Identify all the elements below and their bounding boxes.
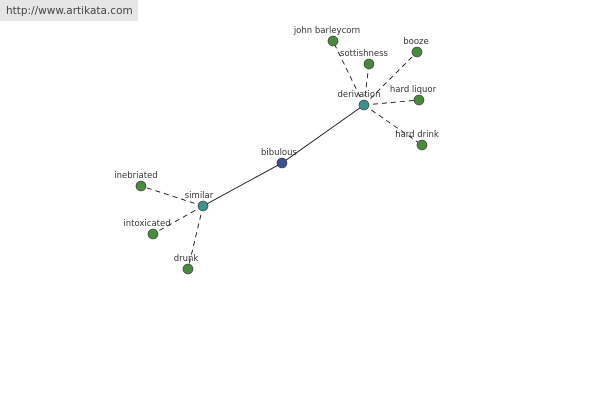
- node-label[interactable]: hard liquor: [390, 85, 437, 95]
- node[interactable]: [276, 157, 288, 169]
- node[interactable]: [416, 139, 428, 151]
- node-label[interactable]: intoxicated: [123, 219, 170, 229]
- node-label[interactable]: bibulous: [261, 148, 297, 158]
- edges: [140, 40, 423, 270]
- node[interactable]: [147, 228, 159, 240]
- node[interactable]: [197, 200, 209, 212]
- edge: [152, 205, 204, 235]
- node[interactable]: [363, 58, 375, 70]
- edge: [363, 104, 423, 146]
- edge: [363, 51, 418, 106]
- edge: [363, 99, 420, 106]
- edge: [187, 205, 204, 270]
- node-label[interactable]: sottishness: [340, 49, 389, 59]
- edge: [363, 63, 370, 106]
- edge: [332, 40, 365, 106]
- node-label[interactable]: drunk: [174, 254, 199, 264]
- node-label[interactable]: hard drink: [395, 130, 439, 140]
- node[interactable]: [182, 263, 194, 275]
- node[interactable]: [135, 180, 147, 192]
- node[interactable]: [411, 46, 423, 58]
- edge: [281, 104, 365, 164]
- node-label[interactable]: similar: [185, 191, 214, 201]
- node-label[interactable]: derivation: [337, 90, 380, 100]
- edge: [140, 185, 204, 207]
- node-label[interactable]: booze: [403, 37, 429, 47]
- node-label[interactable]: john barleycorn: [293, 26, 360, 36]
- header-url[interactable]: http://www.artikata.com: [6, 5, 133, 17]
- nodes: bibulous similar derivation inebriated i…: [114, 26, 439, 275]
- node[interactable]: [413, 94, 425, 106]
- node[interactable]: [358, 99, 370, 111]
- header-box: [0, 0, 138, 21]
- node-label[interactable]: inebriated: [114, 171, 157, 181]
- edge: [202, 162, 283, 207]
- node[interactable]: [327, 35, 339, 47]
